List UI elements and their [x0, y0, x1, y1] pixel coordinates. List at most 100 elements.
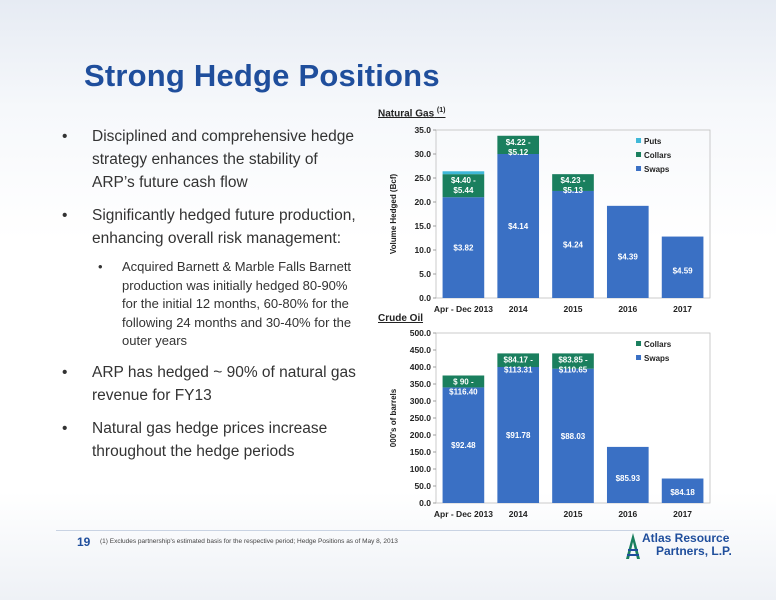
derrick-icon [626, 533, 640, 559]
collar-price-label: $84.17 - [504, 355, 534, 364]
bar-swaps [552, 368, 594, 503]
x-tick-label: 2016 [618, 509, 637, 519]
logo-line-2: Partners, L.P. [656, 544, 732, 558]
bullet-text: Natural gas hedge prices increase throug… [92, 419, 328, 460]
collar-price-label: $5.13 [563, 186, 584, 195]
y-tick-label: 300.0 [410, 396, 432, 406]
bullet-item: • Disciplined and comprehensive hedge str… [60, 125, 360, 194]
bar-collars [442, 174, 485, 198]
bullet-marker: • [62, 128, 68, 145]
legend-label: Collars [644, 340, 672, 349]
collar-price-label: $ 90 - [453, 378, 474, 387]
y-tick-label: 150.0 [410, 447, 432, 457]
bar-collars [552, 174, 594, 191]
bullet-marker: • [62, 363, 68, 381]
swap-price-label: $4.24 [563, 240, 584, 249]
swap-price-label: $91.78 [506, 431, 531, 440]
bar-collars [497, 353, 540, 367]
bullet-marker: • [62, 207, 68, 224]
bar-swaps [606, 446, 649, 503]
bar-swaps [442, 387, 485, 503]
sub-bullet-item: • Acquired Barnett & Marble Falls Barnett… [60, 258, 360, 351]
bullet-text: ARP has hedged ~ 90% of natural gas reve… [92, 363, 356, 404]
footnote: (1) Excludes partnership's estimated bas… [100, 538, 398, 545]
y-tick-label: 5.0 [419, 269, 431, 279]
collar-price-label: $113.31 [504, 365, 533, 374]
bar-swaps [606, 205, 649, 298]
page-number: 19 [77, 535, 91, 549]
gas-chart-title-text: Natural Gas [378, 108, 435, 120]
x-tick-label: 2017 [673, 509, 692, 519]
gas-chart-footnote-mark: (1) [436, 107, 446, 114]
y-tick-label: 25.0 [414, 173, 431, 183]
x-tick-label: 2014 [509, 304, 528, 314]
bullet-text: Significantly hedged future production, … [92, 207, 356, 247]
swap-price-label: $92.48 [451, 441, 476, 450]
swap-price-label: $84.18 [670, 488, 695, 497]
collar-price-label: $4.22 - [506, 138, 531, 147]
collar-price-label: $116.40 [449, 388, 478, 397]
y-tick-label: 250.0 [410, 413, 432, 423]
company-logo: Atlas Resource Partners, L.P. [624, 530, 734, 564]
slide-title: Strong Hedge Positions [84, 58, 440, 93]
bar-swaps [497, 154, 540, 298]
y-tick-label: 500.0 [410, 328, 432, 338]
crude-oil-chart: 0.0 50.0 100.0 150.0 200.0 250.0 300.0 350.0 400… [389, 328, 711, 519]
x-tick-label: Apr - Dec 2013 [434, 509, 493, 519]
bullet-marker: • [98, 259, 103, 274]
bar-puts [442, 171, 485, 175]
x-tick-label: 2015 [564, 509, 583, 519]
bullet-text: Acquired Barnett & Marble Falls Barnett … [122, 259, 352, 348]
swap-price-label: $4.59 [673, 266, 694, 275]
collar-price-label: $83.85 - [558, 355, 588, 364]
y-tick-label: 0.0 [419, 498, 431, 508]
oil-chart-title: Crude Oil [378, 313, 424, 324]
swap-price-label: $85.93 [616, 474, 641, 483]
y-tick-label: 100.0 [410, 464, 432, 474]
collar-price-label: $4.23 - [561, 176, 586, 185]
y-tick-label: 15.0 [414, 221, 431, 231]
collar-price-label: $5.12 [508, 148, 529, 157]
y-axis-label: 000's of barrels [389, 388, 398, 447]
y-tick-label: 20.0 [414, 197, 431, 207]
bullet-marker: • [62, 419, 68, 437]
swap-price-label: $88.03 [561, 432, 586, 441]
logo-wordmark: Atlas Resource Partners, L.P. [642, 532, 732, 558]
legend-label: Collars [644, 151, 672, 160]
swap-price-label: $4.39 [618, 253, 639, 262]
bar-swaps [497, 367, 540, 503]
bullet-text: Disciplined and comprehensive hedge stra… [92, 128, 354, 191]
y-tick-label: 10.0 [414, 245, 431, 255]
logo-line-1: Atlas Resource [642, 531, 730, 545]
y-tick-label: 50.0 [414, 481, 431, 491]
x-tick-label: 2014 [509, 509, 528, 519]
bullet-list: • Disciplined and comprehensive hedge str… [60, 125, 360, 473]
collar-price-label: $110.65 [559, 365, 588, 374]
collar-price-label: $4.40 - [451, 176, 476, 185]
bullet-item: • Natural gas hedge prices increase throu… [60, 417, 360, 463]
legend-swatch [636, 138, 642, 143]
swap-price-label: $4.14 [508, 222, 529, 231]
x-tick-label: 2016 [618, 304, 637, 314]
legend-label: Puts [644, 137, 662, 146]
swap-price-label: $3.82 [453, 244, 474, 253]
bar-swaps [552, 190, 594, 298]
bar-collars [497, 135, 540, 154]
legend-swatch [636, 355, 642, 360]
bar-swaps [661, 478, 704, 503]
y-tick-label: 400.0 [410, 362, 432, 372]
y-tick-label: 350.0 [410, 379, 432, 389]
legend-swatch [636, 166, 642, 171]
y-tick-label: 200.0 [410, 430, 432, 440]
bar-swaps [661, 236, 704, 298]
legend-swatch [636, 152, 642, 157]
legend-swatch [636, 341, 642, 346]
y-tick-label: 35.0 [414, 125, 431, 135]
y-tick-label: 450.0 [410, 345, 432, 355]
natural-gas-chart: 0.0 5.0 10.0 15.0 20.0 25.0 30.0 35.0 Volume Hed… [389, 125, 711, 314]
y-tick-label: 0.0 [419, 293, 431, 303]
legend-label: Swaps [644, 165, 670, 174]
bullet-item: • ARP has hedged ~ 90% of natural gas rev… [60, 361, 360, 407]
collar-price-label: $5.44 [453, 186, 474, 195]
bullet-item: • Significantly hedged future production,… [60, 204, 360, 250]
